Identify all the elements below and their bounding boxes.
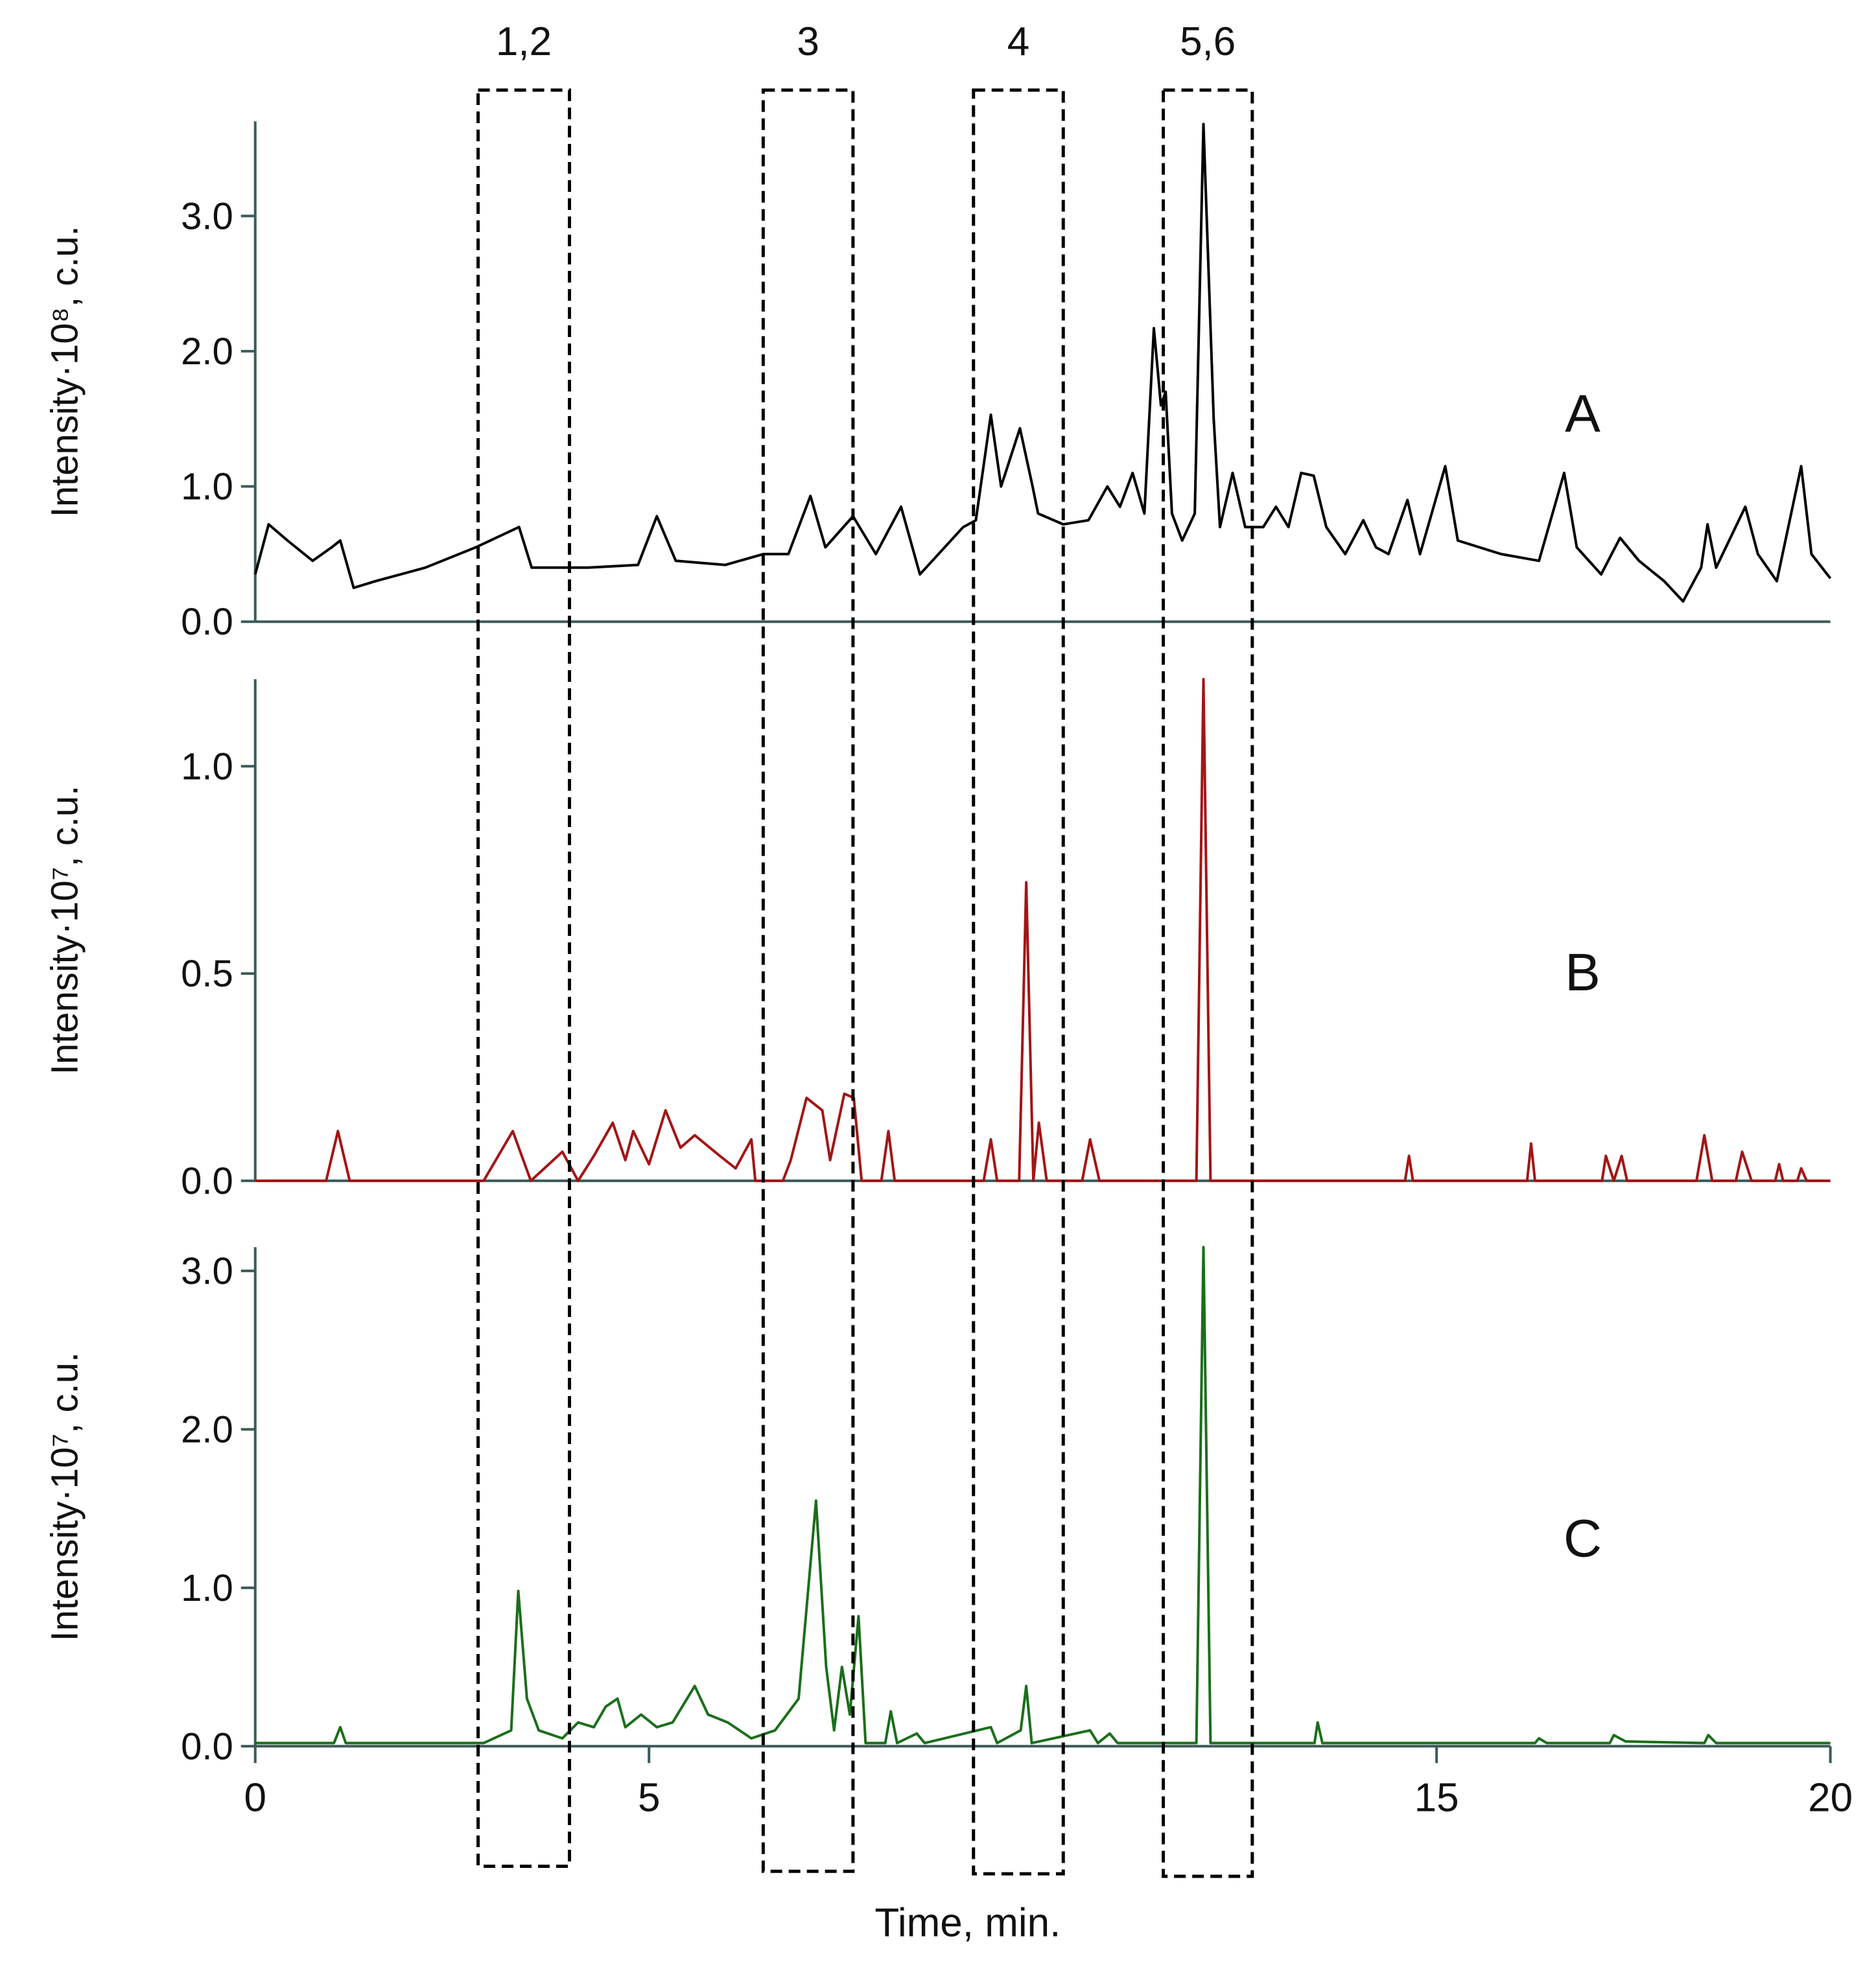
y-tick-label: 1.0	[181, 1567, 233, 1609]
region-label: 5,6	[1180, 19, 1236, 64]
y-tick-label: 0.0	[181, 1160, 233, 1202]
panel-label: A	[1565, 384, 1600, 443]
series-line	[255, 678, 1831, 1182]
y-axis-label: Intensity·10⁷, c.u.	[44, 1352, 86, 1642]
y-tick-label: 2.0	[181, 1408, 233, 1451]
y-axis-label: Intensity·10⁷, c.u.	[44, 786, 86, 1075]
x-tick-label: 5	[638, 1775, 660, 1820]
y-tick-label: 3.0	[181, 1250, 233, 1292]
y-tick-label: 1.0	[181, 466, 233, 508]
x-tick-label: 15	[1414, 1775, 1459, 1820]
region-box	[972, 88, 1065, 1876]
region-label: 1,2	[496, 19, 552, 64]
panel-label: C	[1564, 1509, 1602, 1568]
x-axis-label: Time, min.	[874, 1901, 1061, 1946]
region-box	[476, 88, 571, 1869]
y-tick-label: 1.0	[181, 745, 233, 787]
panel-label: B	[1565, 943, 1600, 1002]
y-tick-label: 2.0	[181, 331, 233, 373]
y-tick-label: 0.5	[181, 953, 233, 995]
region-label: 3	[797, 19, 819, 64]
y-axis-label: Intensity·10⁸, c.u.	[44, 226, 86, 517]
y-tick-label: 3.0	[181, 195, 233, 237]
series-line	[255, 1246, 1831, 1745]
x-tick-label: 0	[244, 1775, 266, 1820]
x-tick-label: 20	[1808, 1775, 1853, 1820]
region-box	[761, 88, 855, 1873]
y-tick-label: 0.0	[181, 601, 233, 643]
region-box	[1162, 88, 1254, 1878]
region-label: 4	[1007, 19, 1029, 64]
series-line	[253, 122, 1832, 603]
y-tick-label: 0.0	[181, 1725, 233, 1767]
